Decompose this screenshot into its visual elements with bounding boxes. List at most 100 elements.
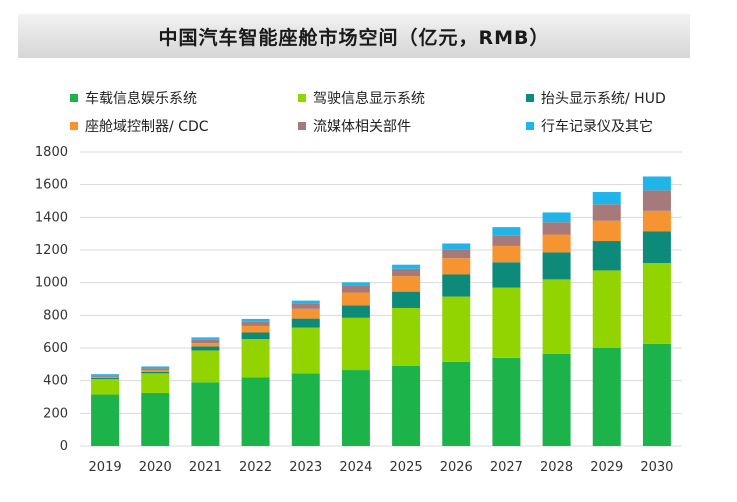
bar-segment — [442, 249, 471, 259]
legend-label: 行车记录仪及其它 — [541, 119, 653, 135]
bar-segment — [191, 382, 220, 446]
legend-item: 抬头显示系统/ HUD — [526, 88, 706, 108]
legend-swatch — [298, 94, 306, 102]
bar-segment — [191, 346, 220, 351]
bar-segment — [592, 192, 621, 205]
legend-label: 驾驶信息显示系统 — [313, 91, 425, 107]
legend-item: 车载信息娱乐系统 — [70, 88, 298, 108]
legend-item: 座舱域控制器/ CDC — [70, 116, 298, 136]
bar-segment — [642, 263, 671, 344]
bar-segment — [642, 343, 671, 446]
bar-segment — [392, 365, 421, 446]
bar-segment — [492, 227, 521, 236]
bar-segment — [341, 282, 370, 286]
bar-segment — [642, 176, 671, 191]
bar-segment — [542, 222, 571, 235]
bar-segment — [392, 264, 421, 269]
bar-segment — [91, 377, 120, 380]
bar-segment — [492, 235, 521, 246]
bar-segment — [191, 343, 220, 347]
bar-segment — [191, 350, 220, 383]
bar-segment — [91, 375, 120, 377]
y-tick-label: 1800 — [35, 145, 68, 160]
bar-segment — [341, 292, 370, 306]
x-tick-label: 2025 — [390, 460, 423, 475]
bar-segment — [592, 348, 621, 446]
bar-segment — [442, 258, 471, 275]
bar-segment — [392, 268, 421, 277]
y-tick-label: 1200 — [35, 243, 68, 258]
bar-segment — [141, 370, 170, 372]
x-tick-label: 2024 — [339, 460, 372, 475]
y-tick-label: 1400 — [35, 210, 68, 225]
bar-segment — [492, 262, 521, 288]
bar-segment — [141, 366, 170, 369]
bar-segment — [542, 212, 571, 223]
bar-segment — [141, 392, 170, 446]
bar-segment — [141, 371, 170, 374]
legend-swatch — [526, 94, 534, 102]
bar-segment — [392, 291, 421, 308]
legend-swatch — [70, 122, 78, 130]
x-tick-label: 2026 — [440, 460, 473, 475]
x-tick-label: 2021 — [189, 460, 222, 475]
bar-segment — [642, 231, 671, 264]
bar-segment — [542, 252, 571, 280]
legend-swatch — [70, 94, 78, 102]
x-tick-label: 2022 — [239, 460, 272, 475]
legend-label: 车载信息娱乐系统 — [85, 91, 197, 107]
bar-segment — [592, 241, 621, 271]
bar-segment — [141, 368, 170, 371]
bar-segment — [91, 376, 120, 378]
bar-segment — [241, 332, 270, 340]
bar-segment — [341, 370, 370, 446]
legend-item: 驾驶信息显示系统 — [298, 88, 526, 108]
bar-segment — [91, 379, 120, 395]
bar-segment — [542, 279, 571, 354]
bar-segment — [291, 303, 320, 309]
chart-legend: 车载信息娱乐系统 驾驶信息显示系统 抬头显示系统/ HUD 座舱域控制器/ CD… — [70, 88, 700, 136]
bar-segment — [241, 321, 270, 326]
bar-segment — [291, 327, 320, 374]
bar-segment — [291, 373, 320, 446]
legend-swatch — [526, 122, 534, 130]
bar-segment — [492, 357, 521, 446]
legend-swatch — [298, 122, 306, 130]
bar-segment — [542, 234, 571, 253]
bar-segment — [592, 220, 621, 242]
legend-label: 抬头显示系统/ HUD — [541, 91, 666, 107]
bar-segment — [91, 394, 120, 446]
bar-segment — [392, 276, 421, 292]
bar-segment — [642, 190, 671, 211]
bar-segment — [492, 287, 521, 358]
bar-segment — [592, 204, 621, 221]
bar-segment — [291, 318, 320, 328]
bar-segment — [241, 325, 270, 333]
x-tick-label: 2027 — [490, 460, 523, 475]
bar-segment — [241, 318, 270, 322]
bar-segment — [241, 377, 270, 446]
bar-segment — [191, 339, 220, 344]
x-tick-label: 2030 — [640, 460, 673, 475]
chart-title-bar: 中国汽车智能座舱市场空间（亿元，RMB） — [18, 14, 690, 58]
legend-label: 座舱域控制器/ CDC — [85, 119, 209, 135]
bar-segment — [442, 274, 471, 297]
chart-title: 中国汽车智能座舱市场空间（亿元，RMB） — [158, 26, 550, 49]
bar-segment — [341, 285, 370, 293]
bar-segment — [341, 305, 370, 318]
bar-segment — [592, 270, 621, 348]
y-tick-label: 400 — [43, 374, 68, 389]
bar-segment — [442, 296, 471, 362]
x-tick-label: 2020 — [139, 460, 172, 475]
legend-label: 流媒体相关部件 — [313, 119, 411, 135]
y-tick-label: 1600 — [35, 178, 68, 193]
bar-segment — [442, 243, 471, 250]
bar-segment — [642, 210, 671, 232]
bar-segment — [341, 317, 370, 371]
bar-segment — [442, 361, 471, 446]
bar-segment — [291, 300, 320, 304]
y-tick-label: 800 — [43, 308, 68, 323]
y-tick-label: 600 — [43, 341, 68, 356]
bar-segment — [492, 245, 521, 263]
